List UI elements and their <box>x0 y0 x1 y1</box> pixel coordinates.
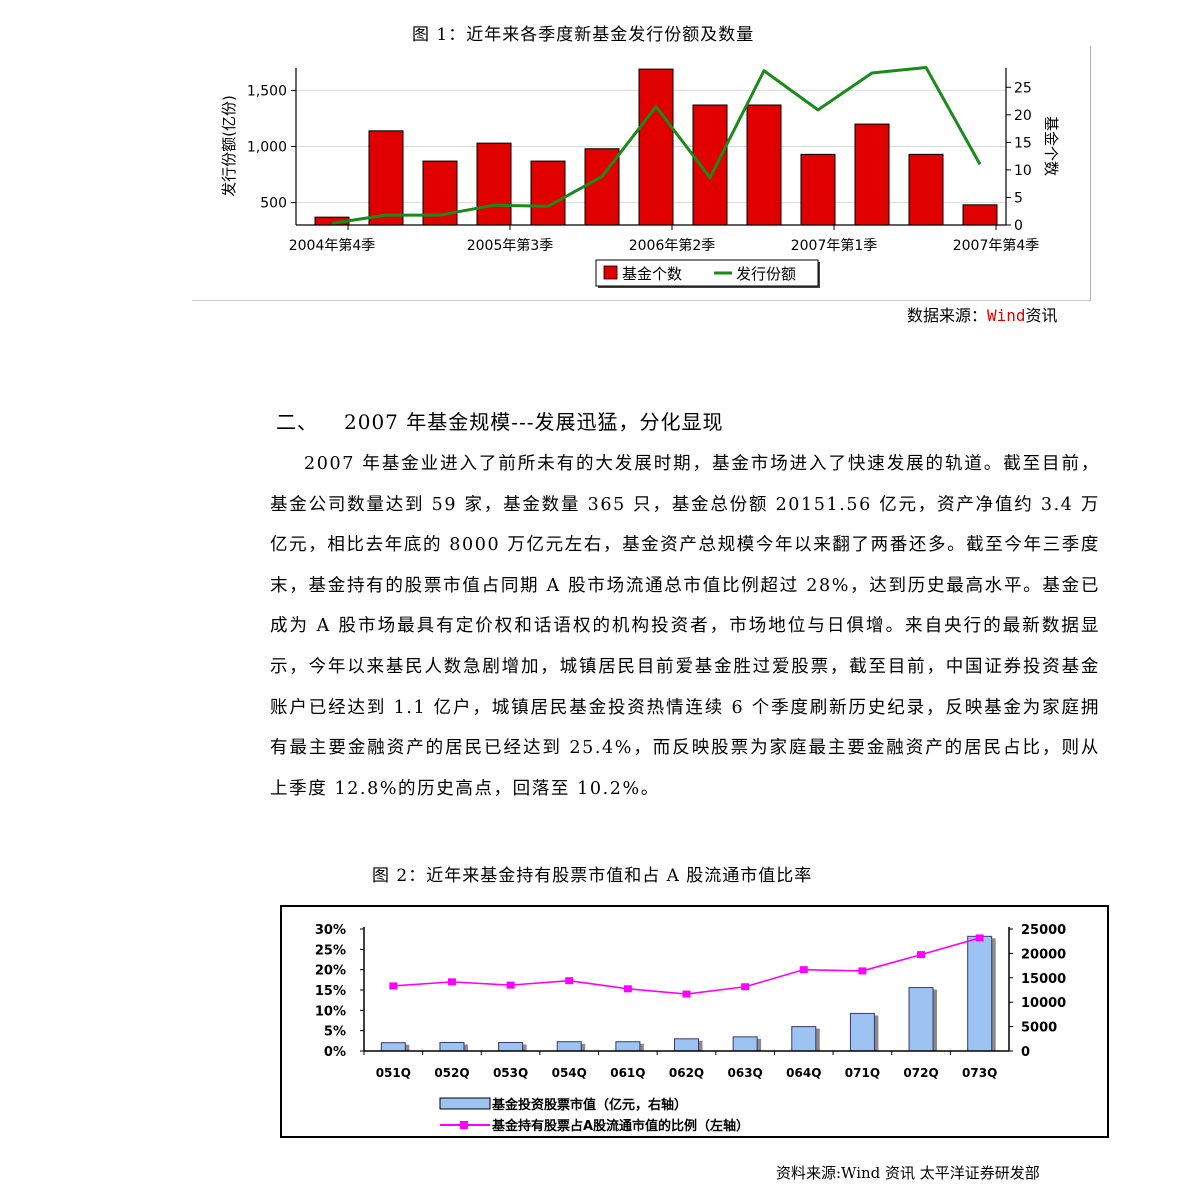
figure1-legend: 基金个数 发行份额 <box>595 259 820 288</box>
legend-line-label: 基金持有股票占A股流通市值的比例（左轴） <box>491 1118 749 1134</box>
left-tick-label-0: 0% <box>324 1045 346 1060</box>
right-tick-label-2: 10000 <box>1021 996 1066 1011</box>
x-tick-label-8: 071Q <box>845 1066 880 1080</box>
holding-bar-4 <box>615 1041 641 1052</box>
right-tick-label-4: 20 <box>1014 108 1032 124</box>
legend-line-label: 发行份额 <box>736 265 796 283</box>
left-tick-label-2: 1,500 <box>247 83 287 99</box>
x-tick-label-1: 052Q <box>434 1066 469 1080</box>
figure2-caption: 图 2：近年来基金持有股票市值和占 A 股流通市值比率 <box>372 866 813 886</box>
right-tick-label-4: 20000 <box>1021 947 1066 962</box>
holding-bar-9 <box>908 987 934 1052</box>
legend-bar-swatch <box>603 265 618 280</box>
fund-count-bar-1 <box>368 130 404 226</box>
ratio-point-10 <box>975 934 984 942</box>
fund-count-bar-10 <box>854 123 890 226</box>
fund-count-bar-9 <box>800 153 836 226</box>
section-heading: 二、 2007 年基金规模---发展迅猛，分化显现 <box>276 406 724 435</box>
issuance-share-line <box>331 65 982 225</box>
left-tick-label-2: 10% <box>315 1004 346 1019</box>
legend-bar-label: 基金投资股票市值（亿元，右轴） <box>491 1097 687 1113</box>
right-tick-label-1: 5000 <box>1021 1021 1057 1036</box>
ratio-point-3 <box>565 977 574 985</box>
ratio-point-2 <box>506 981 515 989</box>
legend-line-marker <box>460 1121 468 1129</box>
x-tick-label-1: 2005年第3季 <box>467 237 554 254</box>
right-tick-label-0: 0 <box>1021 1045 1030 1060</box>
figure2-source: 资料来源:Wind 资讯 太平洋证券研发部 <box>776 1164 1040 1182</box>
ratio-point-4 <box>623 985 632 993</box>
x-tick-label-7: 064Q <box>786 1066 821 1080</box>
holding-bar-1 <box>439 1041 465 1052</box>
left-tick-label-1: 1,000 <box>247 140 287 156</box>
ratio-point-0 <box>389 982 398 990</box>
holding-bar-3 <box>556 1041 582 1052</box>
right-tick-label-0: 0 <box>1014 218 1023 234</box>
left-tick-label-4: 20% <box>315 964 346 979</box>
section-title: 2007 年基金规模---发展迅猛，分化显现 <box>344 410 724 434</box>
right-tick-label-5: 25 <box>1014 80 1032 96</box>
fund-count-bar-7 <box>692 104 728 226</box>
legend-bar-label: 基金个数 <box>622 265 682 283</box>
fund-count-bar-6 <box>638 68 674 226</box>
ratio-point-1 <box>447 978 456 986</box>
right-tick-label-2: 10 <box>1014 163 1032 179</box>
left-tick-label-5: 25% <box>315 943 346 958</box>
section-number: 二、 <box>276 410 318 434</box>
ratio-point-9 <box>917 951 926 959</box>
x-tick-label-0: 051Q <box>376 1066 411 1080</box>
legend-bar-swatch <box>439 1097 491 1110</box>
figure2-legend: 基金投资股票市值（亿元，右轴） 基金持有股票占A股流通市值的比例（左轴） <box>439 1097 749 1134</box>
right-tick-label-1: 5 <box>1014 190 1023 206</box>
right-tick-label-3: 15 <box>1014 135 1032 151</box>
paragraph-text: 2007 年基金业进入了前所未有的大发展时期，基金市场进入了快速发展的轨道。截至… <box>270 454 1100 799</box>
x-tick-label-2: 2006年第2季 <box>629 237 716 254</box>
x-tick-label-10: 073Q <box>962 1066 997 1080</box>
ratio-point-7 <box>799 966 808 974</box>
figure1-caption: 图 1：近年来各季度新基金发行份额及数量 <box>412 25 755 45</box>
fund-count-bar-8 <box>746 104 782 226</box>
holding-bar-10 <box>967 935 993 1052</box>
figure1-source: 数据来源：Wind资讯 <box>907 302 1058 326</box>
ratio-point-5 <box>682 990 691 998</box>
right-axis-title: 基金个数 <box>1042 116 1060 176</box>
fund-count-bar-12 <box>962 204 998 226</box>
figure1-frame <box>192 46 1091 301</box>
x-tick-label-5: 062Q <box>669 1066 704 1080</box>
ratio-point-6 <box>741 983 750 991</box>
figure2-chart: 0% 5% 10% 15% 20% 25% 30% 0 5000 10000 15000 20000 2… <box>315 923 1066 1134</box>
x-tick-label-3: 054Q <box>552 1066 587 1080</box>
x-tick-label-9: 072Q <box>903 1066 938 1080</box>
left-tick-label-0: 500 <box>260 196 287 212</box>
holding-bar-8 <box>849 1012 875 1052</box>
right-tick-label-5: 25000 <box>1021 923 1066 938</box>
fund-count-bar-11 <box>908 153 944 226</box>
x-tick-label-0: 2004年第4季 <box>289 237 376 254</box>
left-tick-label-3: 15% <box>315 984 346 999</box>
x-tick-label-4: 2007年第4季 <box>953 237 1040 254</box>
left-axis-title: 发行份额(亿份) <box>220 95 238 197</box>
holding-bar-5 <box>674 1038 699 1052</box>
x-tick-label-4: 061Q <box>610 1066 645 1080</box>
holding-bar-7 <box>791 1026 817 1052</box>
ratio-point-8 <box>858 967 867 975</box>
figure1-chart: 500 1,000 1,500 0 5 10 15 20 25 2004年第4季 2005年第3季 2… <box>220 65 1060 288</box>
right-tick-label-3: 15000 <box>1021 972 1066 987</box>
holding-ratio-line <box>393 937 980 995</box>
figure1-source-prefix: 数据来源： <box>907 306 988 325</box>
left-tick-label-6: 30% <box>315 923 346 938</box>
figure2-frame <box>280 905 1109 1138</box>
figure1-source-brand: Wind <box>987 306 1026 325</box>
holding-bar-2 <box>498 1041 524 1052</box>
left-tick-label-1: 5% <box>324 1025 346 1040</box>
holding-bar-0 <box>380 1042 406 1052</box>
fund-count-bar-3 <box>476 142 512 226</box>
x-tick-label-2: 053Q <box>493 1066 528 1080</box>
figure1-source-suffix: 资讯 <box>1025 306 1058 325</box>
section-paragraph: 2007 年基金业进入了前所未有的大发展时期，基金市场进入了快速发展的轨道。截至… <box>270 444 1100 809</box>
fund-count-bar-4 <box>530 160 566 226</box>
x-tick-label-6: 063Q <box>728 1066 763 1080</box>
x-tick-label-3: 2007年第1季 <box>791 237 878 254</box>
holding-bar-6 <box>732 1036 758 1052</box>
